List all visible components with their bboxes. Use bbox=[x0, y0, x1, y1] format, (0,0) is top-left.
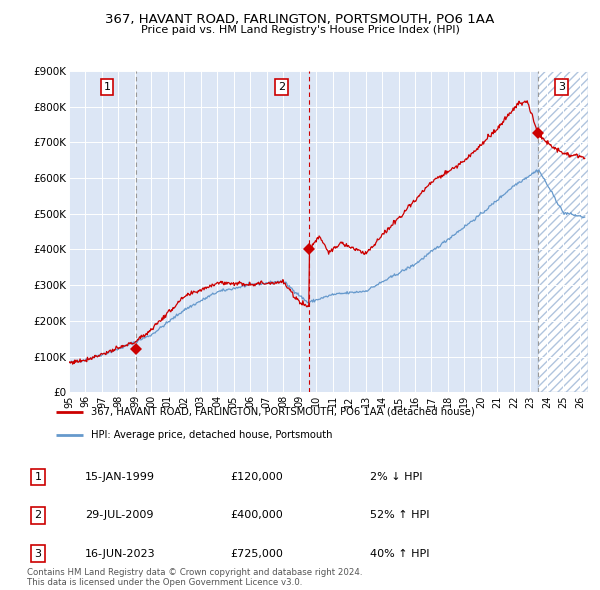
Text: 15-JAN-1999: 15-JAN-1999 bbox=[85, 472, 155, 482]
Text: 367, HAVANT ROAD, FARLINGTON, PORTSMOUTH, PO6 1AA: 367, HAVANT ROAD, FARLINGTON, PORTSMOUTH… bbox=[106, 13, 494, 26]
Text: 1: 1 bbox=[35, 472, 41, 482]
Text: Contains HM Land Registry data © Crown copyright and database right 2024.: Contains HM Land Registry data © Crown c… bbox=[27, 568, 362, 577]
Text: HPI: Average price, detached house, Portsmouth: HPI: Average price, detached house, Port… bbox=[91, 430, 332, 440]
Text: 52% ↑ HPI: 52% ↑ HPI bbox=[370, 510, 430, 520]
Text: £725,000: £725,000 bbox=[230, 549, 283, 559]
Text: 40% ↑ HPI: 40% ↑ HPI bbox=[370, 549, 430, 559]
Text: 29-JUL-2009: 29-JUL-2009 bbox=[85, 510, 154, 520]
Text: 3: 3 bbox=[35, 549, 41, 559]
Text: £120,000: £120,000 bbox=[230, 472, 283, 482]
Text: 2% ↓ HPI: 2% ↓ HPI bbox=[370, 472, 422, 482]
Text: This data is licensed under the Open Government Licence v3.0.: This data is licensed under the Open Gov… bbox=[27, 578, 302, 587]
Bar bbox=[538, 71, 588, 392]
Text: 367, HAVANT ROAD, FARLINGTON, PORTSMOUTH, PO6 1AA (detached house): 367, HAVANT ROAD, FARLINGTON, PORTSMOUTH… bbox=[91, 407, 475, 417]
Text: 2: 2 bbox=[34, 510, 41, 520]
Text: 2: 2 bbox=[278, 82, 285, 92]
Text: Price paid vs. HM Land Registry's House Price Index (HPI): Price paid vs. HM Land Registry's House … bbox=[140, 25, 460, 35]
Text: 3: 3 bbox=[558, 82, 565, 92]
Text: 16-JUN-2023: 16-JUN-2023 bbox=[85, 549, 155, 559]
Text: 1: 1 bbox=[103, 82, 110, 92]
Text: £400,000: £400,000 bbox=[230, 510, 283, 520]
